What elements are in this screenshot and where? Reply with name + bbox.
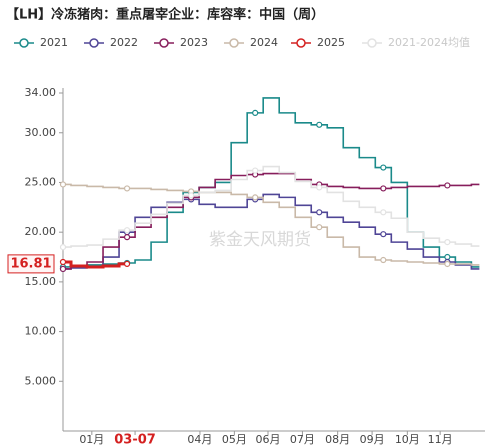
legend-label: 2024 xyxy=(250,36,278,49)
series-line xyxy=(63,193,480,270)
watermark: 紫金天风期货 xyxy=(209,230,311,250)
point xyxy=(316,224,323,231)
point xyxy=(123,227,131,234)
point xyxy=(380,231,387,238)
x-tick-label: 08月 xyxy=(325,433,350,446)
y-tick-label: 5.000 xyxy=(25,374,57,387)
point xyxy=(59,258,67,266)
legend-marker xyxy=(159,38,169,48)
point xyxy=(380,209,387,216)
x-tick-label: 05月 xyxy=(222,433,247,446)
x-tick-label: 03-07 xyxy=(114,433,156,448)
legend-marker xyxy=(367,38,377,48)
point xyxy=(444,253,451,261)
chart-title: 【LH】冷冻猪肉：重点屠宰企业：库容率：中国（周） xyxy=(6,7,324,23)
legend-marker xyxy=(19,38,29,48)
legend-label: 2021 xyxy=(40,36,68,49)
legend-label: 2021-2024均值 xyxy=(388,36,470,49)
point xyxy=(316,121,323,128)
x-tick-label: 04月 xyxy=(187,433,212,446)
x-tick-label: 10月 xyxy=(395,433,420,446)
point xyxy=(252,109,259,116)
point xyxy=(188,192,195,199)
x-tick-label: 01月 xyxy=(79,433,104,446)
annotation-label: 16.81 xyxy=(10,256,51,271)
point xyxy=(59,243,67,251)
point xyxy=(444,239,451,246)
point xyxy=(59,181,67,188)
point xyxy=(316,184,323,191)
point xyxy=(252,167,259,174)
legend-label: 2025 xyxy=(317,36,345,49)
point xyxy=(380,256,387,264)
point xyxy=(59,265,67,273)
point xyxy=(123,185,131,192)
y-tick-label: 34.00 xyxy=(25,86,57,99)
legend-label: 2023 xyxy=(180,36,208,49)
series-line xyxy=(63,260,128,269)
series-line xyxy=(63,165,480,248)
x-tick-label: 07月 xyxy=(290,433,315,446)
point xyxy=(444,182,451,189)
point xyxy=(123,234,131,241)
legend-marker xyxy=(89,38,99,48)
point xyxy=(252,194,259,201)
y-tick-label: 20.00 xyxy=(25,225,57,238)
point xyxy=(444,260,451,268)
point xyxy=(380,185,387,192)
x-tick-label: 11月 xyxy=(428,433,453,446)
y-tick-label: 15.00 xyxy=(25,275,57,288)
point xyxy=(123,260,131,267)
annotation-box xyxy=(7,254,55,274)
x-tick-label: 09月 xyxy=(360,433,385,446)
legend-marker xyxy=(296,38,306,48)
point xyxy=(316,209,323,216)
legend-marker xyxy=(229,38,239,48)
series-line xyxy=(63,183,480,266)
point xyxy=(380,164,387,171)
y-tick-label: 30.00 xyxy=(25,126,57,139)
y-tick-label: 10.00 xyxy=(25,325,57,338)
legend-label: 2022 xyxy=(110,36,138,49)
x-tick-label: 06月 xyxy=(255,433,280,446)
y-tick-label: 25.00 xyxy=(25,175,57,188)
